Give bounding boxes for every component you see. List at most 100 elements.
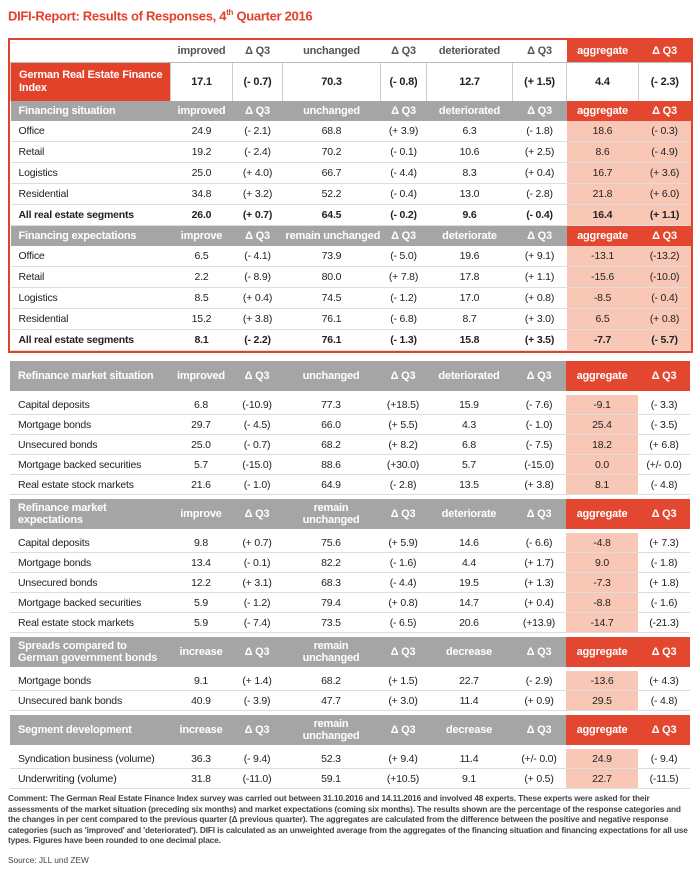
row-label: Mortgage backed securities [10, 592, 170, 613]
data-row: Real estate stock markets 21.6 (- 1.0) 64.9… [10, 474, 690, 495]
cell: (+ 3.8) [232, 308, 283, 330]
cell: (+ 1.3) [512, 572, 566, 593]
cell: 5.7 [426, 454, 512, 475]
cell: (- 0.7) [232, 62, 283, 101]
cell: 25.0 [170, 434, 232, 455]
cell: (- 3.3) [638, 395, 690, 415]
cell: 22.7 [426, 671, 512, 691]
column-header: Δ Q3 [232, 40, 283, 63]
row-label: Residential [10, 183, 171, 205]
cell: 11.4 [426, 690, 512, 711]
column-header: Δ Q3 [638, 40, 691, 63]
cell: (+ 0.8) [512, 287, 567, 309]
cell: 6.5 [170, 246, 233, 267]
column-header: Δ Q3 [638, 361, 690, 391]
data-row: Mortgage bonds 29.7 (- 4.5) 66.0 (+ 5.5) 4.3(… [10, 414, 690, 435]
refinance-table: Refinance market situation improved Δ Q3 un… [10, 361, 690, 793]
row-label: All real estate segments [10, 329, 171, 351]
cell: (- 7.4) [232, 612, 282, 633]
cell: 0.0 [566, 454, 638, 475]
cell: 25.4 [566, 414, 638, 435]
cell: (- 2.9) [512, 671, 566, 691]
column-header: Δ Q3 [380, 225, 427, 246]
row-label: All real estate segments [10, 204, 171, 226]
cell: 75.6 [282, 533, 380, 553]
cell: (+ 6.0) [638, 183, 691, 205]
row-label: Capital deposits [10, 395, 170, 415]
row-label: Retail [10, 266, 171, 288]
cell: (-13.2) [638, 246, 691, 267]
row-label: Office [10, 246, 171, 267]
column-header: Δ Q3 [638, 225, 691, 246]
cell: (+ 3.8) [512, 474, 566, 495]
cell: 13.0 [426, 183, 513, 205]
cell: 6.3 [426, 121, 513, 142]
cell: (- 1.8) [512, 121, 567, 142]
cell: 76.1 [282, 308, 381, 330]
cell: (- 0.4) [638, 287, 691, 309]
cell: (+ 3.1) [232, 572, 282, 593]
cell: (- 2.8) [380, 474, 426, 495]
cell: 8.3 [426, 162, 513, 184]
section-title: Financing situation [10, 101, 171, 121]
section-title: Segment development [10, 715, 170, 745]
cell: (+ 1.7) [512, 552, 566, 573]
cell: (- 0.1) [232, 552, 282, 573]
row-label: Unsecured bonds [10, 572, 170, 593]
cell: 73.5 [282, 612, 380, 633]
cell: (- 2.8) [512, 183, 567, 205]
cell: -13.6 [566, 671, 638, 691]
data-row: All real estate segments 26.0 (+ 0.7) 64.5(… [10, 204, 691, 226]
cell: (+ 0.9) [512, 690, 566, 711]
row-label: Unsecured bonds [10, 434, 170, 455]
cell: (+ 2.5) [512, 141, 567, 163]
column-header: deteriorated [426, 361, 512, 391]
cell: 4.4 [426, 552, 512, 573]
cell: (- 2.4) [232, 141, 283, 163]
column-header: aggregate [566, 225, 639, 246]
column-header: decrease [426, 715, 512, 745]
title-rest: Quarter 2016 [236, 8, 313, 24]
column-header: decrease [426, 637, 512, 667]
column-header: aggregate [566, 499, 638, 529]
cell: (- 7.6) [512, 395, 566, 415]
cell: (- 1.8) [638, 552, 690, 573]
cell: 19.6 [426, 246, 513, 267]
title-main: DIFI-Report: Results of Responses, 4 [8, 8, 227, 24]
row-label: Mortgage bonds [10, 414, 170, 435]
cell: (+ 0.4) [512, 592, 566, 613]
column-header: Δ Q3 [380, 361, 426, 391]
column-header: deteriorated [426, 40, 513, 63]
blank-cell [10, 40, 171, 63]
cell: (+ 0.4) [232, 287, 283, 309]
cell: 8.1 [170, 329, 233, 351]
cell: (- 3.9) [232, 690, 282, 711]
cell: (+ 7.8) [380, 266, 427, 288]
cell: (+ 4.3) [638, 671, 690, 691]
data-row: Logistics 25.0 (+ 4.0) 66.7 (- 4.4) 8.3 (+ 0.4… [10, 162, 691, 184]
cell: 68.2 [282, 434, 380, 455]
cell: 8.7 [426, 308, 513, 330]
data-row: Office 24.9 (- 2.1) 68.8 (+ 3.9) 6.3 (- 1.8) 18… [10, 121, 691, 142]
cell: 8.6 [566, 141, 639, 163]
cell: (+ 9.1) [512, 246, 567, 267]
cell: (- 4.1) [232, 246, 283, 267]
cell: (- 2.3) [638, 62, 691, 101]
cell: 13.5 [426, 474, 512, 495]
cell: (+ 0.7) [232, 533, 282, 553]
column-header: Δ Q3 [638, 637, 690, 667]
column-header: Δ Q3 [232, 101, 283, 121]
data-row: Mortgage bonds 13.4 (- 0.1) 82.2 (- 1.6) 4.4(… [10, 552, 690, 573]
cell: 22.7 [566, 768, 638, 789]
cell: 13.4 [170, 552, 232, 573]
data-row: Mortgage backed securities 5.9 (- 1.2) 79.4… [10, 592, 690, 613]
cell: 66.7 [282, 162, 381, 184]
column-header: Δ Q3 [512, 361, 566, 391]
cell: (+ 3.2) [232, 183, 283, 205]
cell: (+30.0) [380, 454, 426, 475]
cell: 66.0 [282, 414, 380, 435]
header-row: improved Δ Q3 unchanged Δ Q3 deteriorated Δ Q… [10, 40, 691, 63]
row-label: Capital deposits [10, 533, 170, 553]
cell: 11.4 [426, 749, 512, 769]
